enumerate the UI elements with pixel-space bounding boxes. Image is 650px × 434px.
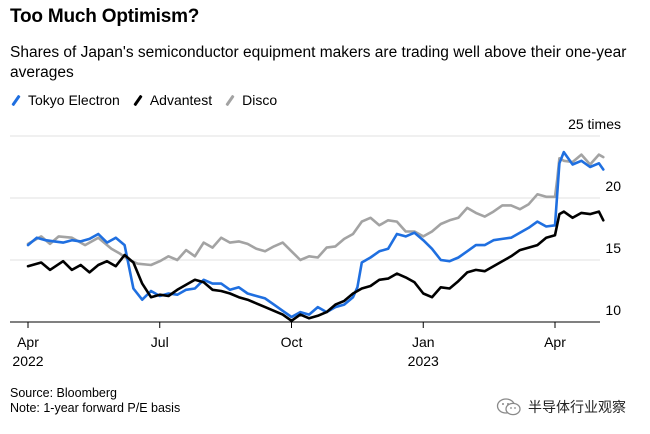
y-tick-label: 10 bbox=[605, 302, 621, 318]
wechat-icon bbox=[496, 397, 522, 417]
note-text: Note: 1-year forward P/E basis bbox=[10, 401, 180, 416]
line-chart: 25 times 20 15 10 Apr 2022 Jul Oct Jan 2023 Apr bbox=[0, 0, 650, 434]
x-tick-label: Apr bbox=[544, 334, 566, 350]
series-line-advantest bbox=[28, 212, 603, 321]
x-tick-label: Apr bbox=[17, 334, 39, 350]
series-line-disco bbox=[28, 155, 603, 265]
watermark-text: 半导体行业观察 bbox=[528, 397, 626, 417]
x-tick-year-label: 2022 bbox=[12, 353, 43, 369]
y-tick-label: 25 times bbox=[568, 116, 621, 132]
source-text: Source: Bloomberg bbox=[10, 386, 180, 401]
y-tick-label: 15 bbox=[605, 240, 621, 256]
x-tick-label: Oct bbox=[281, 334, 303, 350]
x-tick-label: Jul bbox=[151, 334, 169, 350]
x-tick-label: Jan bbox=[412, 334, 435, 350]
watermark: 半导体行业观察 bbox=[496, 397, 626, 417]
x-tick-year-label: 2023 bbox=[408, 353, 439, 369]
series-line-tokyo-electron bbox=[28, 152, 603, 317]
y-tick-label: 20 bbox=[605, 178, 621, 194]
chart-footer: Source: Bloomberg Note: 1-year forward P… bbox=[10, 386, 180, 416]
